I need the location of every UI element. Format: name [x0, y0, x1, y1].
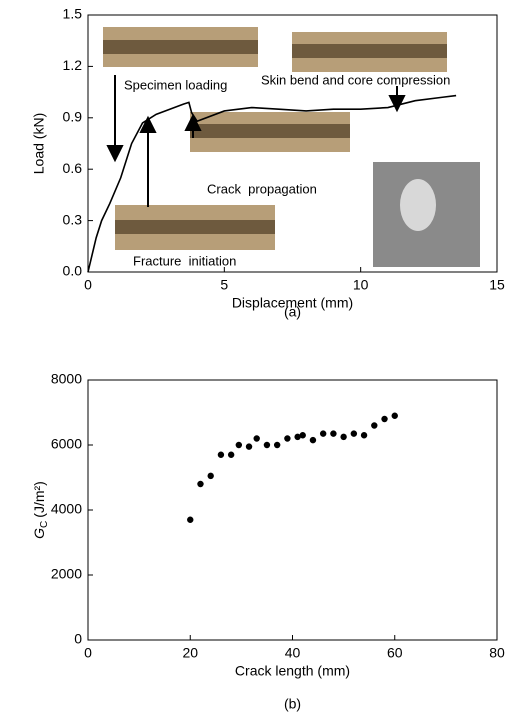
x-tick-label: 60 [387, 645, 403, 661]
y-tick-label: 8000 [51, 371, 82, 387]
y-tick-label: 0.3 [63, 211, 83, 227]
data-point [217, 451, 225, 458]
annotation: Specimen loading [124, 77, 227, 92]
photo-specimen [190, 124, 350, 138]
y-label-unit: (J/m²) [31, 481, 47, 518]
y-axis-label: Load (kN) [31, 113, 47, 174]
sem-feature [400, 179, 436, 231]
data-point [371, 422, 378, 429]
annotation: Skin bend and core compression [261, 72, 450, 87]
caption: (a) [284, 304, 301, 320]
data-point [319, 430, 327, 437]
data-point [340, 433, 347, 441]
photo-specimen [103, 40, 258, 54]
caption: (b) [284, 696, 301, 712]
data-point [391, 412, 398, 419]
data-point [360, 432, 368, 439]
arrowhead [139, 115, 157, 133]
annotation: Crack propagation [207, 181, 317, 196]
y-tick-label: 6000 [51, 436, 82, 452]
x-tick-label: 20 [182, 645, 198, 661]
y-tick-label: 0.9 [63, 109, 83, 125]
photo-specimen [292, 44, 447, 58]
y-tick-label: 1.2 [63, 57, 83, 73]
y-label-subscript: C [39, 521, 50, 528]
data-point [263, 441, 271, 449]
data-point [284, 435, 291, 442]
data-point [309, 436, 317, 444]
x-tick-label: 0 [84, 645, 92, 661]
data-point [294, 433, 301, 441]
photos [103, 27, 480, 267]
y-tick-label: 4000 [51, 501, 82, 517]
x-tick-label: 40 [285, 645, 301, 661]
y-label-symbol: G [31, 528, 47, 539]
plot-frame [87, 14, 498, 273]
y-tick-label: 0.6 [63, 160, 83, 176]
data-point [253, 435, 260, 442]
x-tick-label: 15 [489, 277, 505, 293]
data-point [299, 432, 306, 439]
y-axis-label: GC (J/m²) [31, 481, 50, 539]
data-point [187, 516, 194, 523]
load-curve [87, 94, 457, 273]
annotation: Fracture initiation [133, 253, 236, 268]
x-tick-label: 5 [220, 277, 228, 293]
data-point [197, 480, 204, 488]
data-point [227, 451, 235, 458]
x-tick-label: 0 [84, 277, 92, 293]
data-point [207, 472, 214, 480]
data-point [350, 430, 358, 437]
data-point [330, 430, 337, 437]
arrowhead [106, 145, 124, 163]
x-tick-label: 80 [489, 645, 505, 661]
photo-specimen [115, 220, 275, 234]
y-tick-label: 0 [74, 631, 82, 647]
arrowhead [184, 113, 202, 131]
plot-frame [87, 379, 498, 641]
x-axis-label: Displacement (mm) [232, 295, 353, 311]
x-tick-label: 10 [353, 277, 369, 293]
y-tick-label: 1.5 [63, 6, 83, 22]
x-axis-label: Crack length (mm) [235, 663, 350, 679]
data-point [273, 441, 281, 449]
arrowhead [388, 95, 406, 113]
data-point [245, 443, 253, 450]
y-tick-label: 0.0 [63, 263, 83, 279]
arrows [106, 75, 406, 207]
y-tick-label: 2000 [51, 566, 82, 582]
data-point [381, 415, 388, 423]
data-point [235, 441, 243, 449]
